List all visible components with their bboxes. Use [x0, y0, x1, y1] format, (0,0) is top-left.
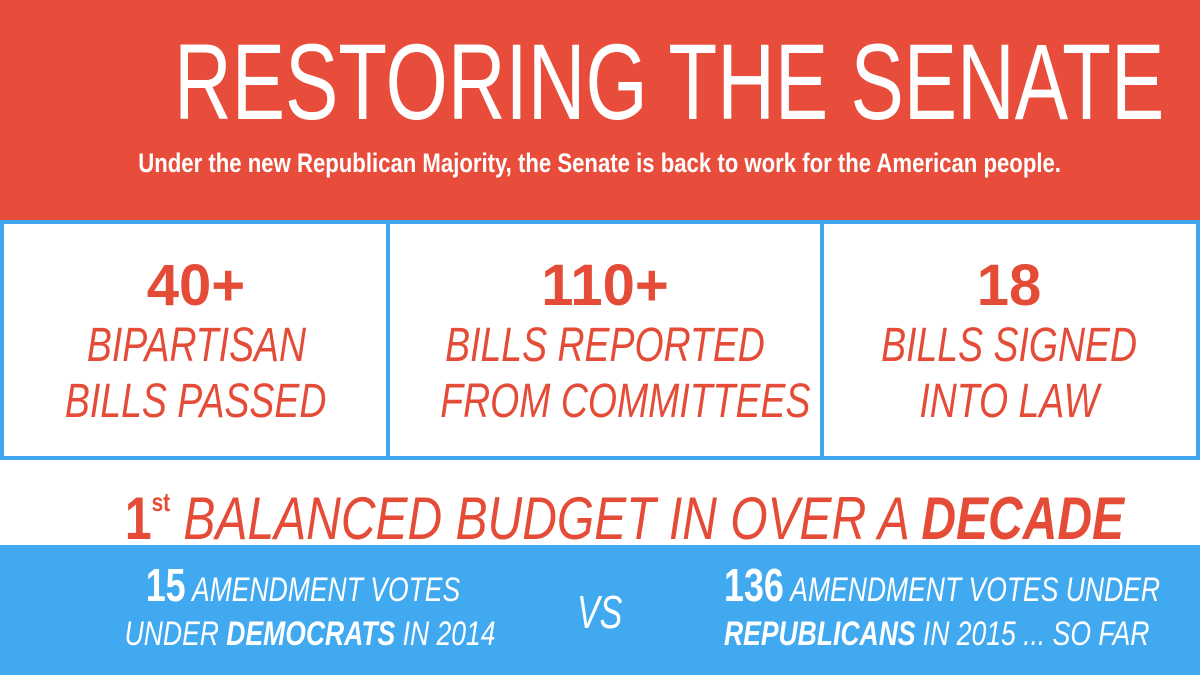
stat-number: 110+ — [541, 253, 669, 318]
title-text: RESTORING THE SENATE — [173, 21, 1165, 142]
budget-main: BALANCED BUDGET IN OVER A — [183, 485, 909, 548]
left-prefix: UNDER — [124, 615, 219, 653]
stat-line: BILLS REPORTED — [445, 319, 765, 372]
header: RESTORING THE SENATE Under the new Repub… — [0, 0, 1200, 220]
stat-line: BIPARTISAN — [86, 319, 306, 372]
comparison-right: 136 AMENDMENT VOTES UNDER REPUBLICANS IN… — [724, 562, 1184, 656]
right-suffix: IN 2015 ... SO FAR — [922, 615, 1150, 653]
budget-banner: 1st BALANCED BUDGET IN OVER A DECADE — [0, 456, 1200, 548]
stat-line: FROM COMMITTEES — [440, 375, 811, 428]
stat-line: BILLS SIGNED — [881, 319, 1137, 372]
comparison-left: 15 AMENDMENT VOTES UNDER DEMOCRATS IN 20… — [20, 562, 496, 656]
right-party: REPUBLICANS — [724, 615, 916, 653]
separator: VS — [560, 585, 640, 639]
left-number: 15 — [145, 559, 186, 611]
budget-text: 1st BALANCED BUDGET IN OVER A DECADE — [125, 456, 1124, 548]
comparison-bar: 15 AMENDMENT VOTES UNDER DEMOCRATS IN 20… — [0, 545, 1200, 675]
budget-emphasis: DECADE — [921, 485, 1125, 548]
budget-ordinal: 1 — [124, 485, 152, 548]
subtitle-text: Under the new Republican Majority, the S… — [138, 148, 1062, 178]
stat-box: 18 BILLS SIGNED INTO LAW — [820, 220, 1200, 460]
left-party: DEMOCRATS — [226, 615, 396, 653]
right-line: AMENDMENT VOTES UNDER — [790, 571, 1161, 609]
title: RESTORING THE SENATE — [0, 22, 1200, 142]
stat-line: BILLS PASSED — [65, 375, 327, 428]
separator-text: VS — [577, 586, 623, 638]
left-suffix: IN 2014 — [402, 615, 496, 653]
right-number: 136 — [724, 559, 784, 611]
stat-box: 40+ BIPARTISAN BILLS PASSED — [0, 220, 390, 460]
stat-line: INTO LAW — [919, 375, 1099, 428]
budget-suffix: st — [151, 487, 171, 517]
stat-number: 40+ — [146, 253, 246, 318]
left-line: AMENDMENT VOTES — [191, 571, 461, 609]
stat-number: 18 — [976, 253, 1042, 318]
subtitle: Under the new Republican Majority, the S… — [0, 148, 1200, 179]
stat-box: 110+ BILLS REPORTED FROM COMMITTEES — [386, 220, 824, 460]
